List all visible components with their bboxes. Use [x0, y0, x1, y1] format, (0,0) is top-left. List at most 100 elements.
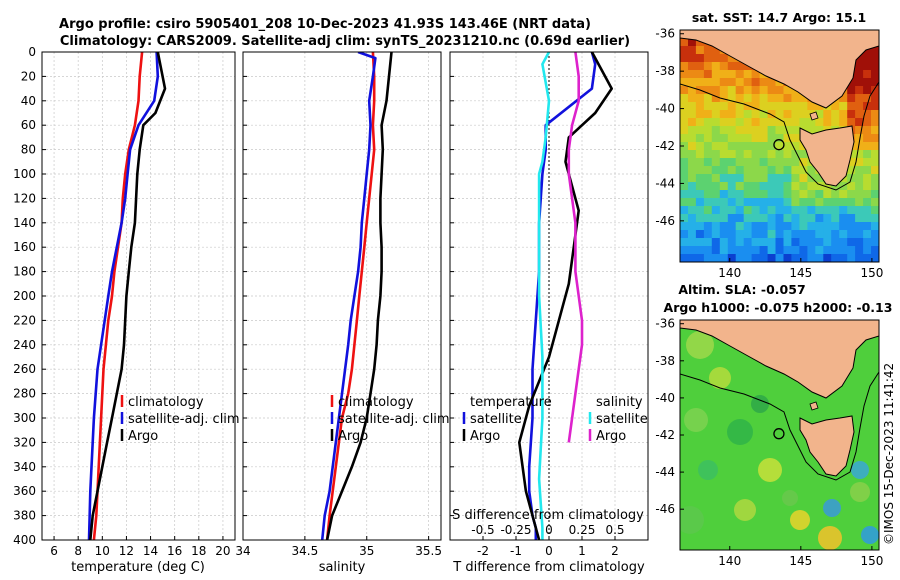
- sst-cell: [695, 142, 705, 151]
- sla-anomaly-blob: [758, 458, 782, 482]
- sst-cell: [767, 158, 777, 167]
- map-ytick-label: -40: [655, 102, 675, 116]
- sst-cell: [695, 150, 705, 159]
- sst-cell: [871, 206, 879, 215]
- sst-cell: [831, 230, 840, 239]
- sst-cell: [863, 230, 872, 239]
- sst-cell: [711, 206, 721, 215]
- series-line-satellite-adj-clim: [87, 52, 160, 540]
- sst-cell: [743, 78, 753, 87]
- sst-cell: [719, 86, 729, 95]
- sst-cell: [680, 254, 689, 262]
- sst-cell: [783, 238, 793, 247]
- sst-cell: [688, 38, 697, 47]
- sst-cell: [815, 118, 824, 127]
- ytick-label: 0: [28, 45, 36, 59]
- sst-cell: [688, 126, 697, 135]
- sst-cell: [863, 126, 872, 135]
- sst-cell: [831, 214, 840, 223]
- salinity-xlabel: salinity: [319, 560, 366, 575]
- series-line-satellite-adj-clim: [320, 52, 377, 540]
- sst-cell: [743, 198, 753, 207]
- sst-cell: [759, 110, 769, 119]
- sst-cell: [735, 206, 745, 215]
- sst-cell: [871, 238, 879, 247]
- sst-cell: [711, 54, 721, 63]
- map-ytick-label: -42: [655, 428, 675, 442]
- sst-cell: [727, 174, 737, 183]
- sst-cell: [847, 118, 856, 127]
- sst-cell: [751, 182, 761, 191]
- sst-cell: [703, 70, 713, 79]
- sst-cell: [791, 230, 800, 239]
- sst-cell: [871, 254, 879, 262]
- sst-cell: [735, 222, 745, 231]
- sst-cell: [855, 62, 864, 71]
- sst-cell: [807, 126, 816, 135]
- sst-cell: [727, 54, 737, 63]
- sst-cell: [695, 206, 705, 215]
- sla-map-ticks: -36 -38 -40 -42 -44 -46 140 145 150: [655, 317, 883, 568]
- sst-cell: [680, 102, 689, 111]
- sst-cell: [751, 102, 761, 111]
- sst-cell: [695, 38, 705, 47]
- sst-cell: [759, 222, 769, 231]
- sst-cell: [743, 126, 753, 135]
- ytick-label: 20: [21, 69, 36, 83]
- sst-cell: [775, 254, 785, 262]
- sst-cell: [751, 198, 761, 207]
- sst-cell: [871, 86, 879, 95]
- sst-cell: [719, 230, 729, 239]
- sst-cell: [751, 190, 761, 199]
- sst-cell: [759, 142, 769, 151]
- sst-cell: [767, 166, 777, 175]
- sst-cell: [695, 174, 705, 183]
- sst-cell: [711, 198, 721, 207]
- sst-cell: [680, 142, 689, 151]
- sst-cell: [703, 238, 713, 247]
- difference-panel: -2 -1 0 1 2 S difference from climatology -0…: [449, 51, 649, 575]
- sst-cell: [695, 222, 705, 231]
- sst-cell: [799, 230, 808, 239]
- series-line-s-satellite: [537, 52, 551, 540]
- sst-cell: [799, 110, 808, 119]
- sst-cell: [695, 126, 705, 135]
- sst-cell: [815, 230, 824, 239]
- sst-cell: [735, 198, 745, 207]
- sst-cell: [807, 238, 816, 247]
- sst-cell: [703, 158, 713, 167]
- legend-climatology-label: climatology: [128, 395, 204, 410]
- sst-cell: [751, 214, 761, 223]
- sst-cell: [863, 134, 872, 143]
- sst-cell: [775, 206, 785, 215]
- sst-cell: [695, 94, 705, 103]
- sla-anomaly-blob: [698, 460, 718, 480]
- sst-cell: [703, 86, 713, 95]
- xtick-label: 16: [167, 544, 182, 558]
- sst-cell: [680, 158, 689, 167]
- xtick-label: 14: [143, 544, 158, 558]
- sst-cell: [711, 78, 721, 87]
- sst-cell: [703, 190, 713, 199]
- sst-cell: [871, 62, 879, 71]
- sst-cell: [688, 254, 697, 262]
- sst-cell: [767, 246, 777, 255]
- sst-cell: [847, 238, 856, 247]
- sst-cell: [871, 230, 879, 239]
- salinity-series: [320, 52, 393, 540]
- sst-cell: [727, 230, 737, 239]
- sst-cell: [711, 254, 721, 262]
- sst-map-ticks: -36 -38 -40 -42 -44 -46 140 145 150: [655, 27, 883, 280]
- sst-cell: [783, 134, 793, 143]
- sst-cell: [719, 214, 729, 223]
- sst-cell: [688, 174, 697, 183]
- sst-cell: [735, 78, 745, 87]
- sst-cell: [680, 238, 689, 247]
- sst-cell: [695, 102, 705, 111]
- temperature-ticks: 0 20 40 60 80 100 120 140 160 180 200 220 240 260 280 3…: [13, 45, 230, 558]
- sst-cell: [767, 206, 777, 215]
- sst-cell: [855, 254, 864, 262]
- sst-cell: [711, 150, 721, 159]
- sst-cell: [688, 142, 697, 151]
- legend-t-satellite-label: satellite: [470, 412, 522, 427]
